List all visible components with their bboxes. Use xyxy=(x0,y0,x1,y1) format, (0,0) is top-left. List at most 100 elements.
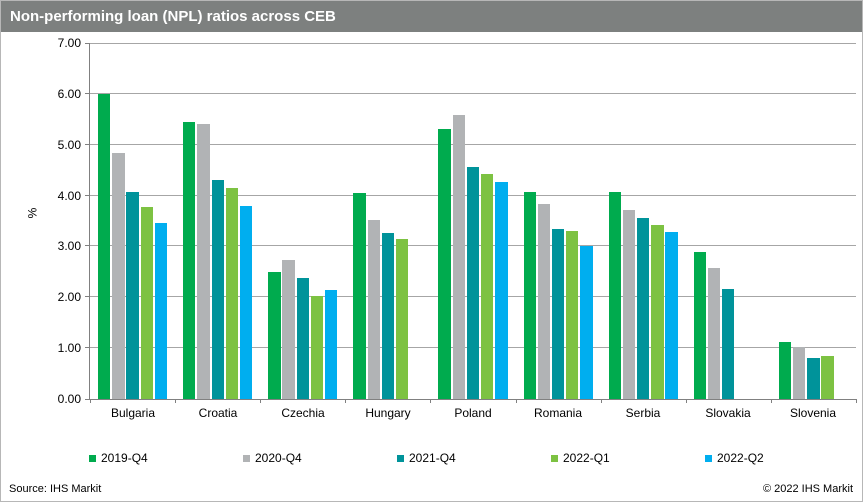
y-axis-tick-label: 1.00 xyxy=(57,341,81,355)
legend-label: 2022-Q1 xyxy=(563,451,610,465)
x-axis-tick xyxy=(856,399,857,403)
bar-czechia-2021-Q4 xyxy=(296,278,309,399)
bar-poland-2022-Q2 xyxy=(495,182,508,399)
x-axis-tick xyxy=(430,399,431,403)
x-axis-label-serbia: Serbia xyxy=(625,406,661,420)
bar-romania-2020-Q4 xyxy=(537,204,551,399)
y-axis-tick xyxy=(85,195,89,196)
y-axis-tick xyxy=(85,43,89,44)
legend-label: 2019-Q4 xyxy=(101,451,148,465)
bar-hungary-2022-Q1 xyxy=(395,239,409,399)
legend-label: 2020-Q4 xyxy=(255,451,302,465)
legend-item-2022-Q1: 2022-Q1 xyxy=(551,450,705,466)
bar-bulgaria-2021-Q4 xyxy=(126,191,139,399)
bar-croatia-2022-Q2 xyxy=(239,205,253,399)
bar-slovenia-2019-Q4 xyxy=(778,341,792,399)
legend-swatch-icon xyxy=(705,454,712,462)
y-axis-tick-label: 7.00 xyxy=(57,36,81,50)
y-axis-tick xyxy=(85,399,89,400)
bar-romania-2019-Q4 xyxy=(523,191,536,399)
x-axis-label-czechia: Czechia xyxy=(281,406,325,420)
x-axis-label-hungary: Hungary xyxy=(365,406,411,420)
y-axis-tick-label: 6.00 xyxy=(57,87,81,101)
bar-serbia-2022-Q2 xyxy=(665,231,678,399)
y-axis-tick-label: 5.00 xyxy=(57,138,81,152)
bar-slovenia-2022-Q1 xyxy=(821,356,834,399)
x-axis-tick xyxy=(345,399,346,403)
legend: 2019-Q4 2020-Q4 2021-Q4 2022-Q1 2022-Q2 xyxy=(89,450,859,466)
bar-poland-2019-Q4 xyxy=(438,128,451,399)
y-axis-tick-label: 3.00 xyxy=(57,239,81,253)
x-axis-tick xyxy=(260,399,261,403)
bar-slovakia-2019-Q4 xyxy=(693,251,707,399)
bar-croatia-2021-Q4 xyxy=(211,180,224,399)
bar-bulgaria-2022-Q1 xyxy=(140,207,153,399)
legend-swatch-icon xyxy=(243,454,250,462)
bar-croatia-2019-Q4 xyxy=(183,121,196,399)
legend-label: 2022-Q2 xyxy=(717,451,764,465)
y-axis-tick xyxy=(85,144,89,145)
bar-poland-2022-Q1 xyxy=(481,173,494,399)
bar-bulgaria-2019-Q4 xyxy=(98,93,111,399)
plot-area: 0.00 1.00 2.00 3.00 4.00 5.00 6.00 7.00 Bulgaria… xyxy=(58,36,857,420)
source-note: Source: IHS Markit xyxy=(9,483,102,495)
bar-hungary-2019-Q4 xyxy=(353,193,366,399)
legend-item-2022-Q2: 2022-Q2 xyxy=(705,450,859,466)
bar-romania-2022-Q1 xyxy=(566,231,579,399)
x-axis-tick xyxy=(175,399,176,403)
bar-romania-2022-Q2 xyxy=(580,246,593,399)
bar-poland-2021-Q4 xyxy=(466,166,480,399)
legend-item-2021-Q4: 2021-Q4 xyxy=(397,450,551,466)
copyright-note: © 2022 IHS Markit xyxy=(762,483,853,495)
gridline-7.00 xyxy=(90,43,856,44)
bar-czechia-2019-Q4 xyxy=(268,272,281,399)
bar-czechia-2022-Q1 xyxy=(310,295,324,399)
y-axis-tick-label: 4.00 xyxy=(57,189,81,203)
bar-serbia-2022-Q1 xyxy=(651,225,664,399)
gridline-5.00 xyxy=(90,144,856,145)
bar-slovenia-2021-Q4 xyxy=(807,357,820,399)
bar-serbia-2021-Q4 xyxy=(637,217,650,399)
y-axis-title: % xyxy=(25,207,40,219)
legend-label: 2021-Q4 xyxy=(409,451,456,465)
x-axis-label-bulgaria: Bulgaria xyxy=(110,406,156,420)
x-axis-label-slovakia: Slovakia xyxy=(705,406,751,420)
x-axis-tick xyxy=(771,399,772,403)
bar-croatia-2020-Q4 xyxy=(197,123,210,399)
y-axis-tick xyxy=(85,245,89,246)
bar-bulgaria-2020-Q4 xyxy=(112,153,125,399)
bar-slovakia-2021-Q4 xyxy=(722,288,735,399)
bar-hungary-2020-Q4 xyxy=(367,219,380,399)
chart-title: Non-performing loan (NPL) ratios across … xyxy=(10,8,336,25)
chart-title-bar: Non-performing loan (NPL) ratios across … xyxy=(1,1,862,32)
x-axis-tick xyxy=(516,399,517,403)
x-axis-tick xyxy=(90,399,91,403)
y-axis-tick xyxy=(85,93,89,94)
legend-item-2019-Q4: 2019-Q4 xyxy=(89,450,243,466)
bar-serbia-2019-Q4 xyxy=(608,191,621,399)
legend-swatch-icon xyxy=(397,454,404,462)
legend-swatch-icon xyxy=(551,454,558,462)
bar-czechia-2022-Q2 xyxy=(325,290,338,399)
bar-poland-2020-Q4 xyxy=(452,114,465,399)
x-axis-tick xyxy=(686,399,687,403)
bar-hungary-2021-Q4 xyxy=(381,232,395,399)
legend-swatch-icon xyxy=(89,454,96,462)
x-axis-tick xyxy=(601,399,602,403)
y-axis-tick xyxy=(85,296,89,297)
bar-serbia-2020-Q4 xyxy=(622,210,636,399)
bar-slovakia-2020-Q4 xyxy=(707,268,721,399)
bar-romania-2021-Q4 xyxy=(551,229,565,399)
y-axis-tick-label: 0.00 xyxy=(57,392,81,406)
y-axis-tick xyxy=(85,347,89,348)
y-axis-tick-label: 2.00 xyxy=(57,290,81,304)
gridline-6.00 xyxy=(90,93,856,94)
bar-slovenia-2020-Q4 xyxy=(793,346,806,399)
x-axis-label-romania: Romania xyxy=(533,406,583,420)
bar-bulgaria-2022-Q2 xyxy=(154,223,168,399)
x-axis-label-poland: Poland xyxy=(454,406,492,420)
x-axis-label-croatia: Croatia xyxy=(198,406,238,420)
bar-czechia-2020-Q4 xyxy=(282,260,295,399)
legend-item-2020-Q4: 2020-Q4 xyxy=(243,450,397,466)
